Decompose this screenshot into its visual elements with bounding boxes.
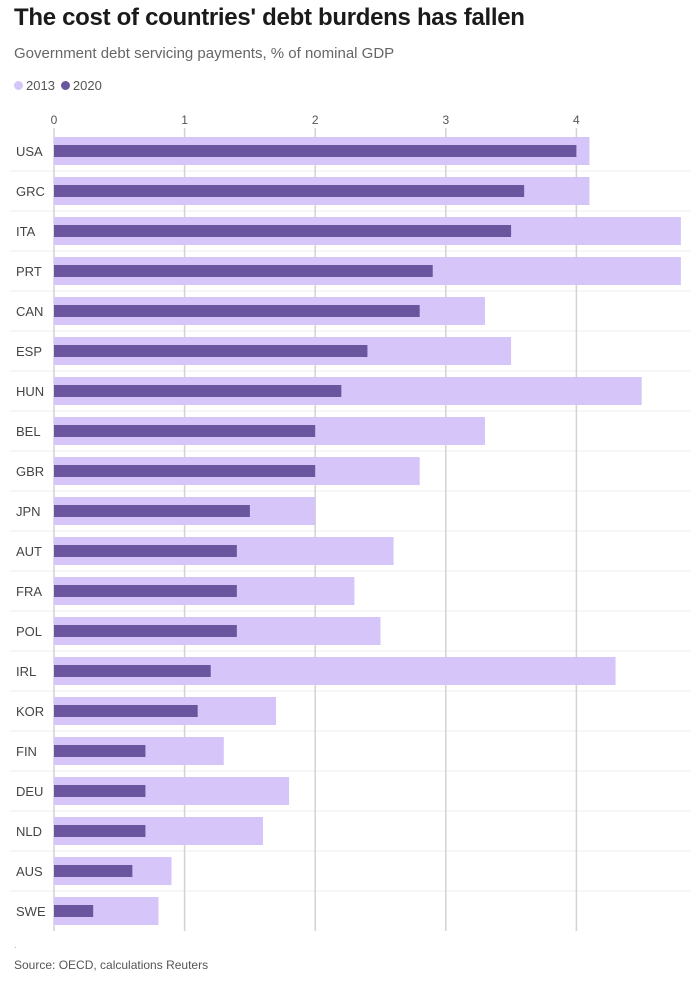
category-label-prt: PRT — [16, 264, 42, 279]
legend-swatch-2020 — [60, 81, 70, 90]
bar-2020-irl — [54, 665, 211, 677]
category-label-aus: AUS — [16, 864, 43, 879]
bar-2020-nld — [54, 825, 146, 837]
category-label-fra: FRA — [16, 584, 42, 599]
category-label-gbr: GBR — [16, 464, 44, 479]
legend-label-2020: 2020 — [72, 78, 102, 93]
bar-2020-gbr — [54, 465, 316, 477]
bar-2020-aus — [54, 865, 133, 877]
x-tick-label-3: 3 — [442, 113, 449, 127]
category-label-kor: KOR — [16, 704, 44, 719]
bar-2020-deu — [54, 785, 146, 797]
category-label-aut: AUT — [16, 544, 42, 559]
category-label-irl: IRL — [16, 664, 36, 679]
legend-swatch-2013 — [14, 81, 23, 90]
category-label-nld: NLD — [16, 824, 42, 839]
bar-2020-usa — [54, 145, 577, 157]
category-label-deu: DEU — [16, 784, 43, 799]
x-tick-label-2: 2 — [312, 113, 319, 127]
bar-2020-can — [54, 305, 420, 317]
legend-label-2013: 2013 — [26, 78, 55, 93]
category-label-bel: BEL — [16, 424, 41, 439]
chart-subtitle: Government debt servicing payments, % of… — [14, 45, 395, 62]
category-label-can: CAN — [16, 304, 43, 319]
bar-2020-hun — [54, 385, 342, 397]
legend-item-2020: 2020 — [60, 78, 102, 93]
bar-2020-jpn — [54, 505, 250, 517]
category-label-grc: GRC — [16, 184, 45, 199]
footnote-mark: . — [14, 940, 17, 950]
bar-2020-kor — [54, 705, 198, 717]
legend: 2013 2020 — [14, 78, 108, 93]
bar-chart: 0 1 2 3 4 USA GRC ITA PRT CAN ESP HUN BEL GBR JPN AUT FR… — [10, 113, 690, 931]
category-label-usa: USA — [16, 144, 43, 159]
bar-2020-grc — [54, 185, 525, 197]
category-label-ita: ITA — [16, 224, 36, 239]
source-note: Source: OECD, calculations Reuters — [14, 958, 209, 972]
category-label-esp: ESP — [16, 344, 42, 359]
category-label-fin: FIN — [16, 744, 37, 759]
category-label-swe: SWE — [16, 904, 46, 919]
bar-2020-esp — [54, 345, 368, 357]
bar-2020-aut — [54, 545, 237, 557]
legend-item-2013: 2013 — [14, 78, 55, 93]
bar-2020-prt — [54, 265, 433, 277]
bar-2020-fin — [54, 745, 146, 757]
category-label-hun: HUN — [16, 384, 44, 399]
category-label-pol: POL — [16, 624, 42, 639]
bar-2020-ita — [54, 225, 512, 237]
x-tick-label-0: 0 — [51, 113, 58, 127]
bar-2020-swe — [54, 905, 94, 917]
bar-2020-pol — [54, 625, 237, 637]
x-tick-label-4: 4 — [573, 113, 580, 127]
x-tick-label-1: 1 — [181, 113, 188, 127]
category-label-jpn: JPN — [16, 504, 41, 519]
bar-2020-fra — [54, 585, 237, 597]
chart-title: The cost of countries' debt burdens has … — [14, 4, 525, 31]
bar-2020-bel — [54, 425, 316, 437]
